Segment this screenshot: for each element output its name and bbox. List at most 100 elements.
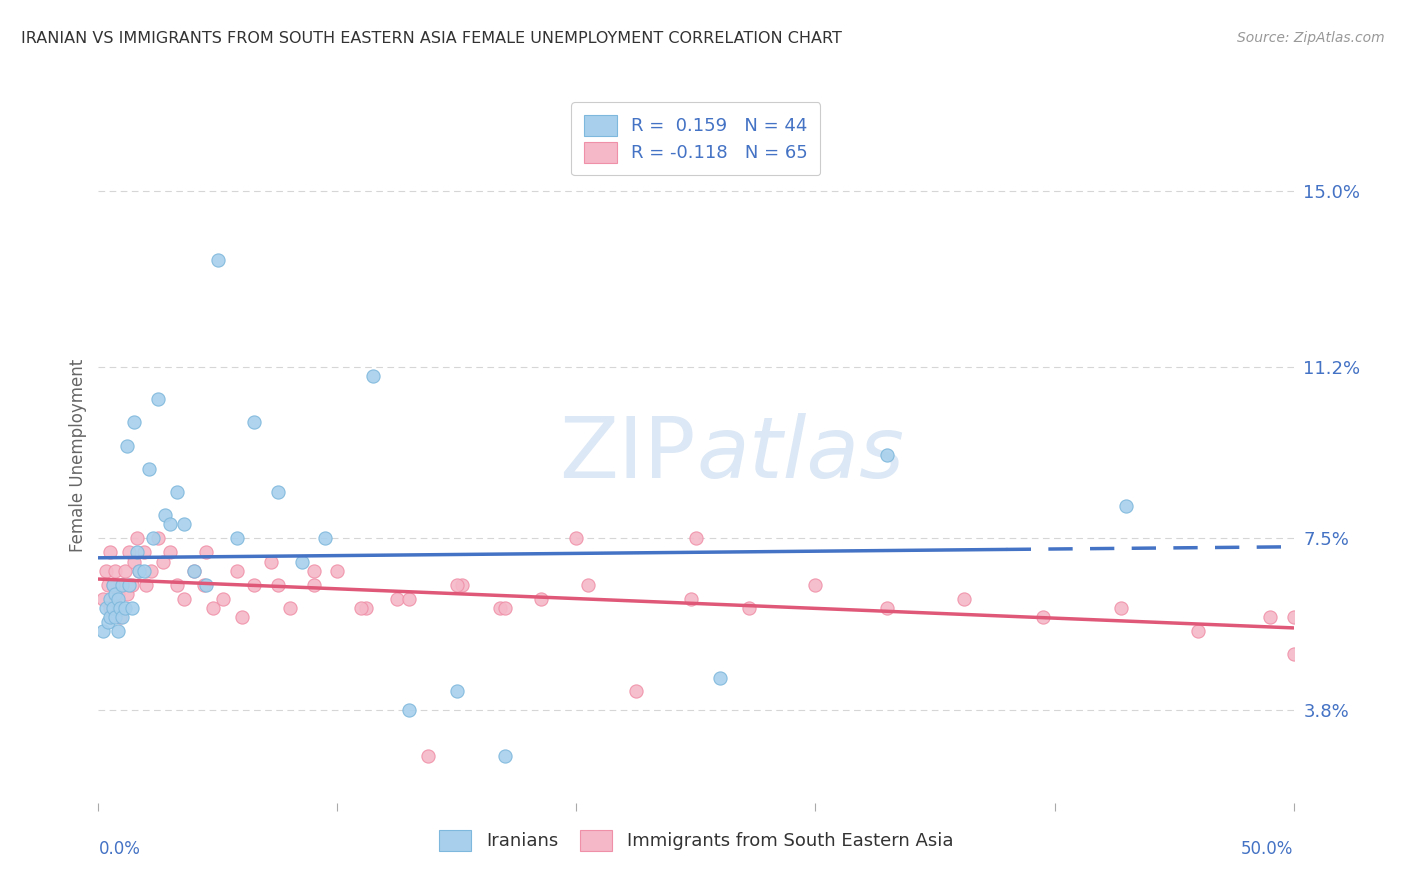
Point [121,601,143,615]
Point [128,564,150,578]
Point [94,564,117,578]
Point [202,601,225,615]
Point [1115,499,1137,513]
Point [291,555,314,569]
Point [104,610,127,624]
Point [107,624,129,639]
Point [118,545,141,559]
Point [354,601,377,615]
Point [578,578,600,592]
Point [876,601,898,615]
Point [326,564,349,578]
Text: atlas: atlas [696,413,904,497]
Point [107,591,129,606]
Point [152,555,174,569]
Point [278,601,301,615]
Point [128,564,150,578]
Point [315,532,337,546]
Point [302,564,325,578]
Point [385,591,409,606]
Point [166,578,188,592]
Point [226,532,249,546]
Point [398,591,420,606]
Point [173,517,195,532]
Point [226,564,249,578]
Point [104,601,127,615]
Point [183,564,205,578]
Point [91,624,114,639]
Point [709,671,731,685]
Point [111,578,134,592]
Point [97,578,120,592]
Point [1111,601,1133,615]
Point [118,578,141,592]
Point [350,601,373,615]
Point [101,578,124,592]
Point [952,591,974,606]
Text: Source: ZipAtlas.com: Source: ZipAtlas.com [1237,31,1385,45]
Point [125,545,148,559]
Point [446,684,468,698]
Point [1282,648,1305,662]
Point [104,587,127,601]
Text: ZIP: ZIP [560,413,696,497]
Point [1187,624,1209,639]
Point [115,439,138,453]
Point [111,610,134,624]
Point [91,591,114,606]
Point [231,610,253,624]
Point [114,564,136,578]
Point [450,578,472,592]
Point [1282,610,1305,624]
Point [108,601,131,615]
Point [155,508,177,523]
Point [142,532,165,546]
Point [494,749,516,764]
Point [259,555,281,569]
Point [98,545,122,559]
Point [398,703,420,717]
Point [159,545,181,559]
Point [135,578,157,592]
Point [114,601,136,615]
Point [124,555,146,569]
Point [195,545,218,559]
Point [243,416,266,430]
Point [98,591,122,606]
Point [125,532,148,546]
Point [166,485,188,500]
Point [148,532,170,546]
Point [804,578,827,592]
Point [681,591,703,606]
Point [138,462,160,476]
Text: IRANIAN VS IMMIGRANTS FROM SOUTH EASTERN ASIA FEMALE UNEMPLOYMENT CORRELATION CH: IRANIAN VS IMMIGRANTS FROM SOUTH EASTERN… [21,31,842,46]
Point [207,253,229,268]
Point [302,578,325,592]
Point [98,610,122,624]
Point [195,578,218,592]
Point [173,591,195,606]
Point [124,416,146,430]
Text: 50.0%: 50.0% [1241,840,1294,858]
Point [267,578,290,592]
Point [1258,610,1281,624]
Point [876,448,898,462]
Point [107,587,129,601]
Point [267,485,290,500]
Point [1032,610,1054,624]
Point [626,684,648,698]
Point [104,564,127,578]
Point [446,578,468,592]
Point [193,578,215,592]
Point [211,591,233,606]
Point [101,601,124,615]
Point [108,610,131,624]
Point [363,369,385,384]
Point [132,564,155,578]
Y-axis label: Female Unemployment: Female Unemployment [69,359,87,551]
Point [530,591,553,606]
Point [243,578,266,592]
Point [737,601,759,615]
Point [489,601,512,615]
Point [121,578,143,592]
